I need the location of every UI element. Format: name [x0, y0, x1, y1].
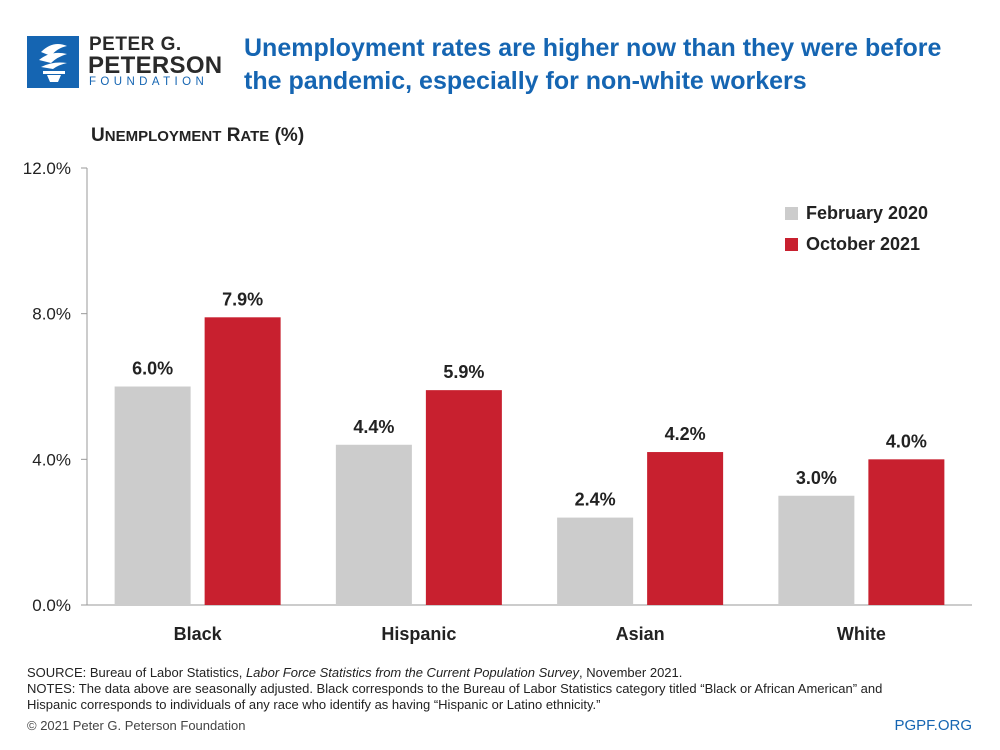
legend-label-october-2021: October 2021: [806, 234, 921, 254]
y-tick-label: 8.0%: [32, 305, 71, 324]
source-line: SOURCE: Bureau of Labor Statistics, Labo…: [27, 665, 987, 681]
x-category-label: Asian: [616, 624, 665, 644]
notes-line-1: NOTES: The data above are seasonally adj…: [27, 681, 883, 696]
logo-text-line3: FOUNDATION: [89, 76, 209, 88]
legend-item-october-2021: October 2021: [785, 229, 928, 260]
source-prefix: SOURCE: Bureau of Labor Statistics,: [27, 665, 246, 680]
legend-label-february-2020: February 2020: [806, 203, 929, 223]
bar-data-label: 5.9%: [443, 362, 484, 382]
bar: [557, 517, 634, 605]
logo-text-line1: PETER G.: [89, 34, 182, 55]
bar: [114, 386, 191, 605]
bar-data-label: 6.0%: [132, 359, 173, 379]
site-link[interactable]: PGPF.ORG: [894, 717, 972, 734]
source-suffix: , November 2021.: [579, 665, 683, 680]
legend-swatch-february-2020: [785, 207, 798, 220]
y-tick-label: 0.0%: [32, 596, 71, 615]
x-category-label: Hispanic: [381, 624, 456, 644]
y-tick-label: 12.0%: [23, 159, 71, 178]
legend-item-february-2020: February 2020: [785, 198, 928, 229]
chart-legend: February 2020 October 2021: [785, 198, 928, 260]
bar: [868, 459, 945, 605]
chart-title-line2: the pandemic, especially for non-white w…: [244, 67, 807, 95]
logo-emblem: [27, 36, 79, 88]
torch-icon: [39, 44, 67, 82]
bar: [778, 495, 855, 605]
bar-chart: 0.0% 4.0% 8.0% 12.0% 6.0% 7.9% Black 4.4% 5.9% Hi…: [23, 159, 972, 644]
source-notes: SOURCE: Bureau of Labor Statistics, Labo…: [27, 665, 987, 713]
bar-data-label: 7.9%: [222, 289, 263, 309]
bar: [204, 317, 281, 605]
bar-data-label: 4.2%: [665, 424, 706, 444]
notes-line-2: Hispanic corresponds to individuals of a…: [27, 697, 601, 712]
source-title: Labor Force Statistics from the Current …: [245, 665, 580, 680]
y-axis-title-text: UNEMPLOYMENT RATE (%): [91, 125, 304, 146]
bar-data-label: 3.0%: [796, 468, 837, 488]
y-axis-title: UNEMPLOYMENT RATE (%): [91, 122, 351, 154]
legend-swatch-october-2021: [785, 238, 798, 251]
chart-title-line1: Unemployment rates are higher now than t…: [244, 34, 942, 62]
x-category-label: White: [837, 624, 886, 644]
bar: [647, 452, 724, 605]
pgpf-logo: PETER G. PETERSON FOUNDATION: [27, 30, 227, 98]
bar: [425, 390, 502, 605]
x-category-label: Black: [174, 624, 223, 644]
bar-data-label: 4.0%: [886, 431, 927, 451]
bar: [335, 444, 412, 605]
bar-data-label: 2.4%: [575, 490, 616, 510]
y-tick-label: 4.0%: [32, 450, 71, 469]
bar-data-label: 4.4%: [353, 417, 394, 437]
copyright-text: © 2021 Peter G. Peterson Foundation: [27, 718, 246, 733]
logo-text-line2: PETERSON: [88, 52, 223, 79]
y-axis-title-label: UNEMPLOYMENT RATE (%): [91, 125, 304, 146]
chart-title: Unemployment rates are higher now than t…: [244, 32, 984, 98]
